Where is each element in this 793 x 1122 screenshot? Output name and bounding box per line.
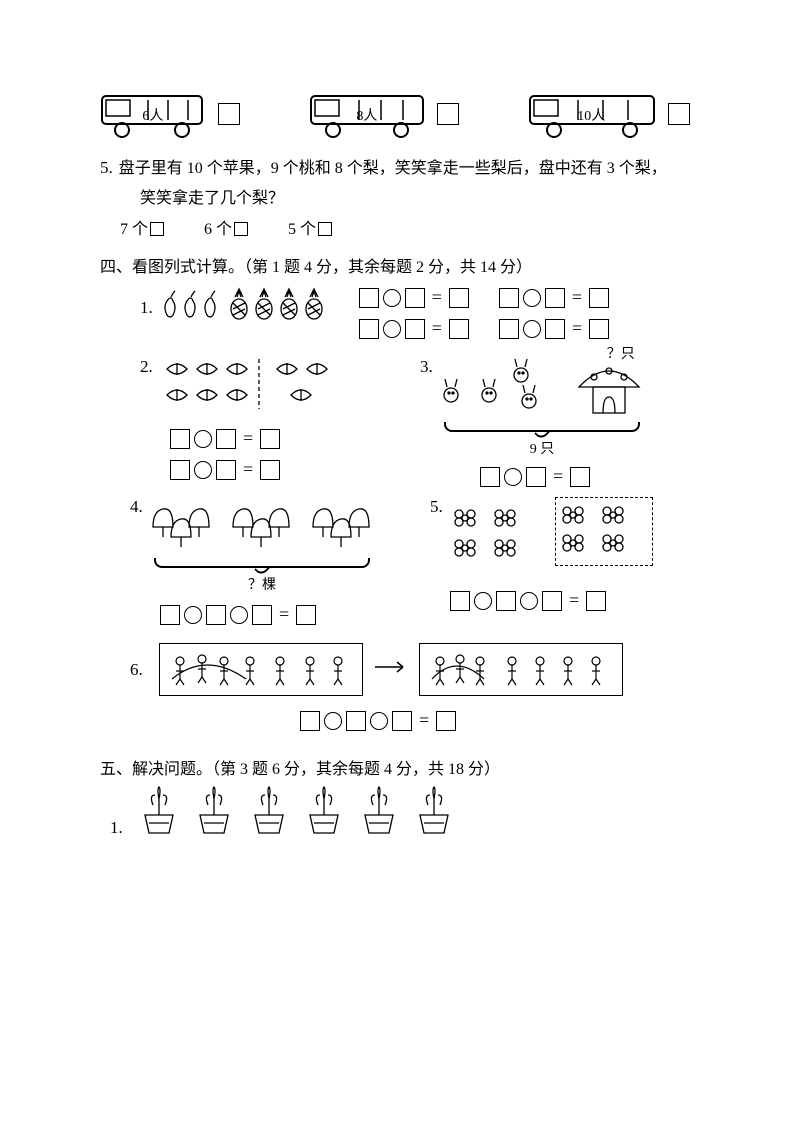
- s4-q3-num: 3.: [420, 357, 433, 377]
- q5-options: 7 个 6 个 5 个: [120, 215, 693, 245]
- bus-label-1: 6人: [142, 105, 163, 125]
- q5-line1: 盘子里有 10 个苹果，9 个桃和 8 个梨，笑笑拿走一些梨后，盘中还有 3 个…: [119, 160, 667, 177]
- equation-slot[interactable]: =: [499, 287, 609, 308]
- flowers-icon: [449, 497, 653, 566]
- s4-q2-num: 2.: [140, 357, 153, 377]
- dashed-group: [555, 497, 653, 566]
- s5-q1-num: 1.: [110, 818, 123, 838]
- section-4-heading: 四、看图列式计算。（第 1 题 4 分，其余每题 2 分，共 14 分）: [100, 253, 693, 277]
- q4-brace-label: ？棵: [154, 574, 370, 594]
- q3-house-label: ？只: [607, 343, 635, 363]
- answer-box[interactable]: [437, 103, 459, 125]
- q3-brace-label: 9 只: [444, 438, 640, 458]
- s4-q4-num: 4.: [130, 497, 143, 517]
- checkbox-icon[interactable]: [150, 222, 164, 236]
- q5-opt-2[interactable]: 6 个: [204, 215, 248, 245]
- checkbox-icon[interactable]: [318, 222, 332, 236]
- bus-icon: 10人: [528, 90, 660, 138]
- scene-right: [419, 643, 623, 696]
- s4-q1-equations: = = = =: [359, 287, 609, 339]
- s4-q1-num: 1.: [140, 298, 153, 318]
- section-5-heading: 五、解决问题。（第 3 题 6 分，其余每题 4 分，共 18 分）: [100, 755, 693, 779]
- equation-slot[interactable]: =: [170, 459, 380, 480]
- s4-q2-equations: = =: [170, 428, 380, 480]
- bus-icon: 6人: [100, 90, 210, 138]
- scene-left: [159, 643, 363, 696]
- equation-slot[interactable]: =: [359, 318, 469, 339]
- leaves-icon: [159, 357, 359, 418]
- bus-item-1: 6人: [100, 90, 240, 138]
- brace-icon: [444, 422, 640, 432]
- q5-num: 5.: [100, 158, 113, 177]
- q5-line2: 笑笑拿走了几个梨？: [140, 184, 693, 214]
- brace-icon: [154, 558, 370, 568]
- pears-pineapples-icon: [159, 287, 329, 328]
- equation-slot[interactable]: =: [300, 710, 693, 731]
- bus-label-2: 8人: [356, 105, 377, 125]
- bus-row: 6人 8人: [100, 90, 690, 138]
- equation-slot[interactable]: =: [359, 287, 469, 308]
- bus-item-2: 8人: [309, 90, 459, 138]
- arrow-right-icon: [373, 657, 409, 682]
- trees-icon: [149, 497, 379, 558]
- flower-pots-icon: [139, 785, 469, 844]
- checkbox-icon[interactable]: [234, 222, 248, 236]
- equation-slot[interactable]: =: [170, 428, 380, 449]
- bus-label-3: 10人: [577, 105, 605, 125]
- equation-slot[interactable]: =: [480, 466, 680, 487]
- question-5: 5. 盘子里有 10 个苹果，9 个桃和 8 个梨，笑笑拿走一些梨后，盘中还有 3…: [100, 152, 693, 184]
- rabbits-house-icon: ？只: [439, 357, 649, 422]
- equation-slot[interactable]: =: [450, 590, 690, 611]
- s4-q6-num: 6.: [130, 660, 143, 680]
- bus-item-3: 10人: [528, 90, 690, 138]
- s4-q5-num: 5.: [430, 497, 443, 517]
- q5-opt-1[interactable]: 7 个: [120, 215, 164, 245]
- equation-slot[interactable]: =: [160, 604, 400, 625]
- q5-opt-3[interactable]: 5 个: [288, 215, 332, 245]
- answer-box[interactable]: [218, 103, 240, 125]
- bus-icon: 8人: [309, 90, 429, 138]
- equation-slot[interactable]: =: [499, 318, 609, 339]
- answer-box[interactable]: [668, 103, 690, 125]
